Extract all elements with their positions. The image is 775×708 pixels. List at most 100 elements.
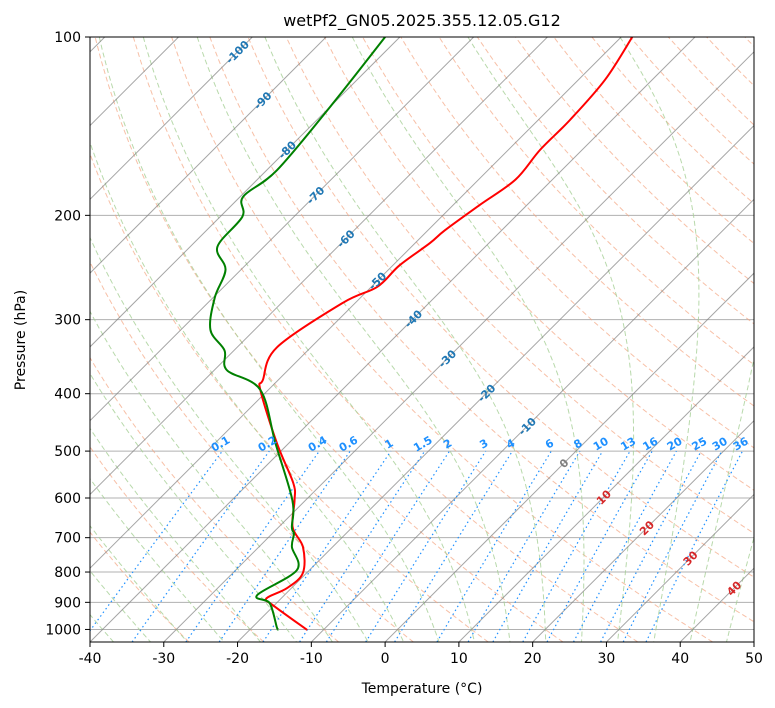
- mixing-ratio-line: [572, 450, 677, 642]
- moist-adiabat: [726, 535, 754, 642]
- isotherm: [237, 124, 754, 642]
- line-labels: 0.1 0.2 0.4 0.6 1 1.5 2 3 4 6 8 10 13 16 20 25 30 36-100-…: [209, 38, 751, 599]
- mixing-ratio-label: 4: [504, 436, 517, 451]
- mixing-ratio-line: [600, 450, 702, 642]
- dry-adiabat: [323, 37, 754, 491]
- dry-adiabat: [90, 531, 190, 642]
- dry-adiabat: [132, 37, 639, 642]
- x-tick-label: 20: [524, 651, 542, 667]
- dry-adiabat: [438, 37, 754, 366]
- x-tick-label: 50: [745, 651, 763, 667]
- isotherm: [163, 51, 754, 642]
- y-tick-label: 200: [54, 208, 81, 224]
- moist-adiabat: [763, 37, 775, 642]
- mixing-ratio-line: [218, 450, 351, 642]
- y-tick-label: 300: [54, 313, 81, 329]
- dry-adiabat: [94, 37, 564, 642]
- mixing-ratio-label: 6: [543, 436, 556, 451]
- mixing-ratio-line: [262, 450, 392, 642]
- plot-frame: [89, 36, 755, 643]
- isotherm: [90, 37, 548, 496]
- dry-adiabat: [591, 37, 754, 205]
- isotherm: [90, 37, 253, 201]
- x-tick-label: -30: [152, 651, 175, 667]
- moist-adiabat: [264, 37, 547, 642]
- dry-adiabat: [362, 37, 754, 449]
- y-tick-label: 800: [54, 565, 81, 581]
- moist-adiabat: [351, 37, 585, 642]
- x-tick-label: 0: [381, 651, 390, 667]
- x-tick-label: 30: [598, 651, 616, 667]
- moist-adiabat: [689, 356, 754, 642]
- isotherm: [532, 419, 754, 642]
- dry-adiabat: [667, 37, 754, 126]
- isotherm: [90, 37, 696, 642]
- chart-title: wetPf2_GN05.2025.355.12.05.G12: [283, 11, 561, 31]
- mixing-ratio-line: [394, 450, 513, 642]
- dry-adiabat: [90, 152, 489, 642]
- mixing-ratio-line: [185, 450, 320, 642]
- dry-adiabat: [706, 37, 754, 87]
- y-tick-label: 1000: [45, 622, 81, 638]
- moist-adiabat: [90, 310, 333, 642]
- moist-adiabat: [90, 236, 369, 642]
- temperature-line: [258, 37, 634, 631]
- moist-adiabat: [90, 477, 225, 642]
- y-tick-label: 700: [54, 531, 81, 547]
- mixing-ratio-label: 2: [441, 437, 454, 452]
- mixing-ratio-line: [365, 450, 487, 642]
- x-tick-label: -20: [226, 651, 249, 667]
- mixing-ratio-line: [299, 450, 426, 642]
- x-tick-label: -10: [300, 651, 323, 667]
- y-tick-label: 600: [54, 491, 81, 507]
- isotherm: [458, 346, 754, 642]
- mixing-ratio-line: [622, 450, 723, 642]
- mixing-ratio-label: 3: [477, 437, 490, 452]
- x-axis-label: Temperature (°C): [361, 681, 483, 697]
- background-lines: [90, 37, 775, 642]
- x-tick-label: 10: [450, 651, 468, 667]
- moist-adiabat: [619, 37, 700, 642]
- isotherm: [310, 198, 754, 642]
- mixing-ratio-line: [467, 450, 581, 642]
- mixing-ratio-line: [436, 450, 552, 642]
- moist-adiabat: [98, 37, 440, 642]
- y-axis-label: Pressure (hPa): [13, 290, 29, 390]
- profile-lines: [209, 37, 634, 631]
- dry-adiabat: [553, 37, 754, 245]
- isotherm: [606, 493, 754, 642]
- mixing-ratio-line: [546, 450, 653, 642]
- axes: -40 -30 -20 -10 0 10 20 30 40 5010020030040050060…: [45, 30, 763, 667]
- dry-adiabat: [209, 37, 754, 623]
- dry-adiabat: [90, 356, 339, 642]
- dewpoint-line: [209, 37, 386, 631]
- dry-adiabat: [744, 37, 754, 47]
- isotherm: [384, 272, 754, 642]
- moist-adiabat: [90, 427, 261, 642]
- dry-adiabat: [171, 37, 713, 642]
- x-tick-label: -40: [79, 651, 102, 667]
- x-tick-label: 40: [671, 651, 689, 667]
- y-tick-label: 900: [54, 595, 81, 611]
- moist-adiabat: [90, 524, 188, 642]
- y-tick-label: 400: [54, 387, 81, 403]
- isotherm: [679, 567, 754, 642]
- isotherm: [90, 37, 475, 422]
- moist-adiabat: [90, 570, 151, 642]
- isotherm: [753, 641, 754, 642]
- isotherm-label: -100: [223, 38, 252, 67]
- isotherm: [90, 37, 401, 348]
- isotherm: [90, 37, 622, 569]
- mixing-ratio-line: [90, 450, 223, 632]
- dry-adiabat: [515, 37, 754, 285]
- y-tick-label: 500: [54, 444, 81, 460]
- mixing-ratio-line: [325, 450, 450, 642]
- dry-adiabat: [629, 37, 754, 165]
- moist-adiabat: [196, 37, 511, 642]
- mixing-ratio-line: [131, 450, 270, 642]
- moist-adiabat: [142, 37, 475, 642]
- moist-adiabat: [90, 140, 405, 642]
- dry-adiabat: [90, 446, 265, 642]
- y-tick-label: 100: [54, 30, 81, 46]
